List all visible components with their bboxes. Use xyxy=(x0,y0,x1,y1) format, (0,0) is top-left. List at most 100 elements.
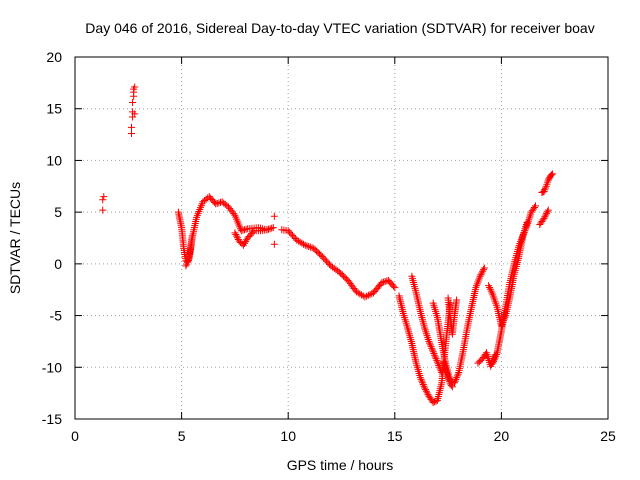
data-point xyxy=(270,212,278,220)
x-tick-label: 0 xyxy=(71,428,79,444)
data-point xyxy=(541,186,549,194)
x-tick-label: 25 xyxy=(600,428,616,444)
data-point xyxy=(305,242,313,250)
data-point xyxy=(223,202,231,210)
data-point xyxy=(432,355,440,363)
data-point xyxy=(454,370,462,378)
data-point xyxy=(522,225,530,233)
data-point xyxy=(232,230,240,238)
data-point xyxy=(129,99,137,107)
y-tick-label: -10 xyxy=(42,359,62,375)
data-point xyxy=(416,374,424,382)
x-tick-label: 10 xyxy=(280,428,296,444)
data-point xyxy=(183,258,191,266)
data-point xyxy=(476,272,484,280)
data-point xyxy=(320,254,328,262)
y-tick-label: -15 xyxy=(42,411,62,427)
data-point xyxy=(425,337,433,345)
data-point xyxy=(480,264,488,272)
data-point xyxy=(429,398,437,406)
data-point xyxy=(426,341,434,349)
data-point xyxy=(479,267,487,275)
data-points xyxy=(99,83,557,406)
data-point xyxy=(361,293,369,301)
data-point xyxy=(490,357,498,365)
data-point xyxy=(217,198,225,206)
data-point xyxy=(447,381,455,389)
data-point xyxy=(428,344,436,352)
data-point xyxy=(544,206,552,214)
data-point xyxy=(321,256,329,264)
data-point xyxy=(433,356,441,364)
data-point xyxy=(431,351,439,359)
data-point xyxy=(435,362,443,370)
data-point xyxy=(233,232,241,240)
data-point xyxy=(131,110,139,118)
data-point xyxy=(183,260,191,268)
y-tick-label: -5 xyxy=(50,308,63,324)
x-tick-label: 5 xyxy=(178,428,186,444)
data-point xyxy=(324,259,332,267)
data-point xyxy=(306,243,314,251)
data-point xyxy=(549,170,557,178)
data-point xyxy=(543,209,551,217)
data-point xyxy=(489,359,497,367)
y-tick-label: 5 xyxy=(54,204,62,220)
y-tick-label: 20 xyxy=(46,49,62,65)
data-point xyxy=(431,353,439,361)
data-point xyxy=(419,381,427,389)
data-point xyxy=(492,352,500,360)
data-point xyxy=(453,372,461,380)
data-point xyxy=(380,278,388,286)
data-point xyxy=(300,240,308,248)
data-point xyxy=(240,239,248,247)
data-point xyxy=(548,171,556,179)
data-point xyxy=(287,230,295,238)
data-point xyxy=(383,277,391,285)
data-point xyxy=(270,240,278,248)
x-tick-labels: 0 5 10 15 20 25 xyxy=(71,428,616,444)
data-point xyxy=(231,229,239,237)
data-point xyxy=(391,284,399,292)
data-point xyxy=(288,231,296,239)
data-point xyxy=(522,223,530,231)
data-point xyxy=(233,234,241,242)
data-point xyxy=(443,370,451,378)
data-point xyxy=(378,278,386,286)
data-point xyxy=(541,213,549,221)
data-point xyxy=(419,379,427,387)
data-point xyxy=(212,200,220,208)
data-point xyxy=(269,224,277,232)
data-point xyxy=(491,354,499,362)
data-point xyxy=(303,242,311,250)
data-point xyxy=(184,256,192,264)
data-point xyxy=(286,228,294,236)
data-point xyxy=(453,374,461,382)
data-point xyxy=(242,225,250,233)
data-point xyxy=(453,296,461,304)
data-point xyxy=(477,271,485,279)
data-point xyxy=(423,389,431,397)
data-point xyxy=(428,346,436,354)
data-point xyxy=(213,199,221,207)
data-point xyxy=(530,203,538,211)
data-point xyxy=(422,387,430,395)
plot-frame xyxy=(74,56,609,420)
data-point xyxy=(436,365,444,373)
y-tick-labels: 20 15 10 5 0 -5 -10 -15 xyxy=(42,49,62,427)
data-point xyxy=(430,349,438,357)
data-point xyxy=(131,83,139,91)
data-point xyxy=(237,227,245,235)
y-tick-label: 10 xyxy=(46,152,62,168)
data-point xyxy=(532,202,540,210)
data-point xyxy=(541,184,549,192)
data-point xyxy=(429,348,437,356)
data-point xyxy=(444,372,452,380)
data-point xyxy=(99,196,107,204)
data-point xyxy=(442,366,450,374)
data-point xyxy=(448,383,456,391)
data-point xyxy=(520,228,528,236)
data-point xyxy=(242,238,250,246)
